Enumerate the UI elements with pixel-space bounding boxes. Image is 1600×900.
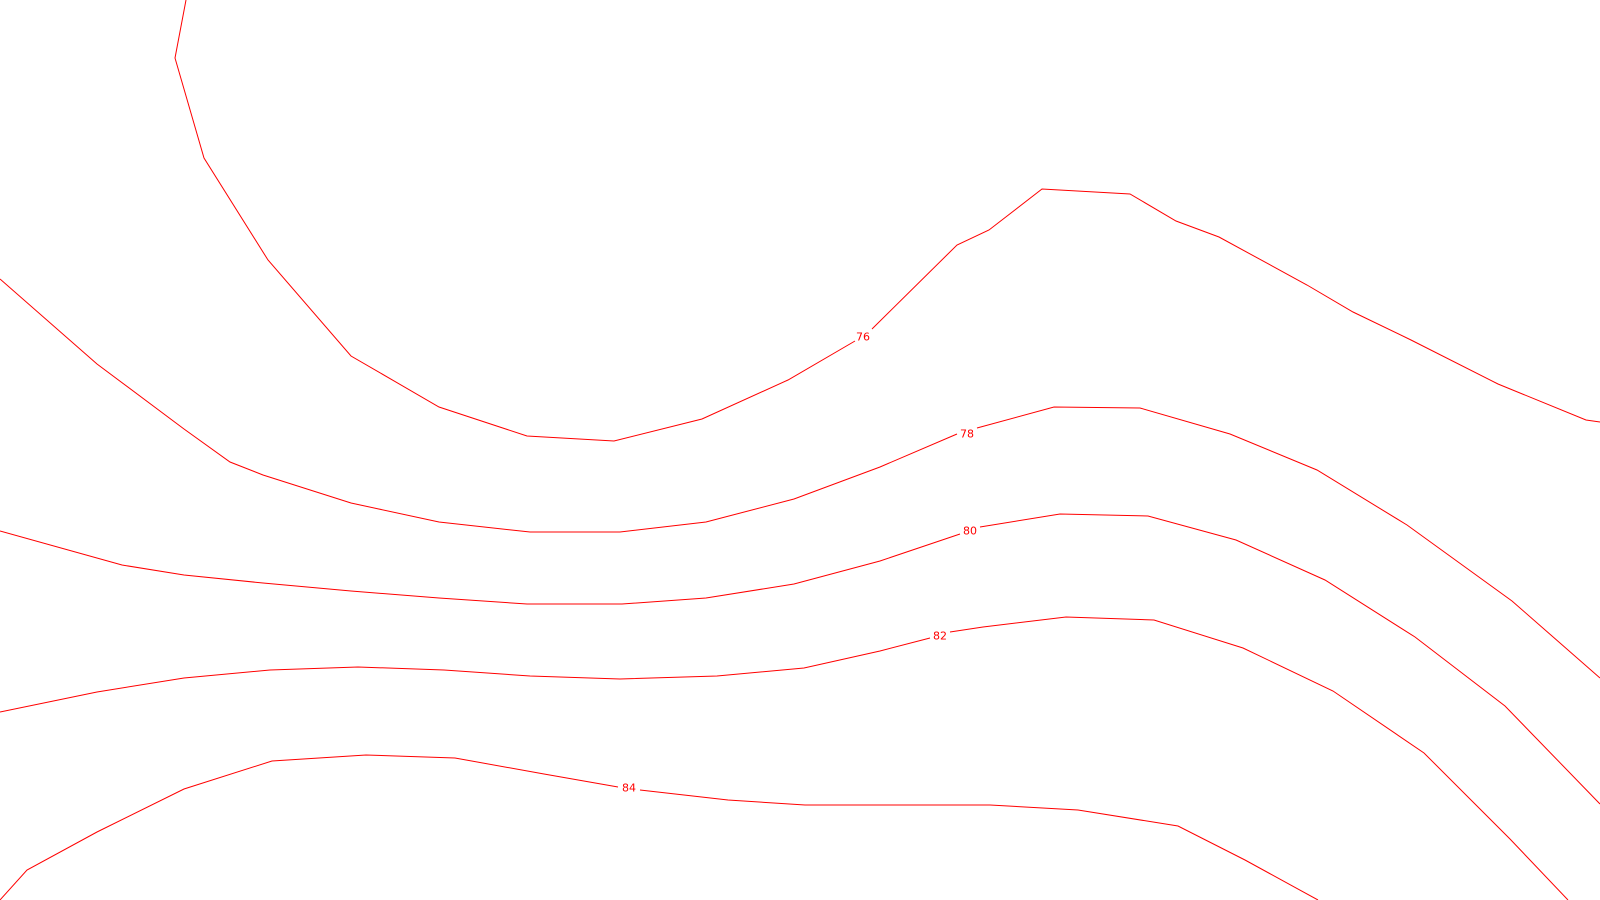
- contour-path-78b: [976, 406, 1600, 679]
- contour-label-84: 84: [622, 782, 636, 795]
- contour-line-80: 80: [0, 513, 1600, 805]
- contour-label-76: 76: [856, 331, 870, 344]
- contour-path-84b: [639, 789, 1319, 900]
- contour-path-84: [0, 754, 619, 900]
- contour-line-82: 82: [0, 616, 1569, 900]
- contour-path-76b: [871, 188, 1600, 423]
- contour-line-78: 78: [0, 278, 1600, 679]
- contour-path-80: [0, 530, 961, 605]
- contour-path-80b: [979, 513, 1600, 805]
- contour-path-76: [174, 0, 856, 442]
- contour-label-78: 78: [960, 428, 974, 441]
- contour-line-76: 76: [174, 0, 1600, 442]
- contour-line-84: 84: [0, 754, 1319, 900]
- contour-path-82b: [949, 616, 1569, 900]
- contour-label-82: 82: [933, 630, 947, 643]
- contour-label-80: 80: [963, 525, 977, 538]
- contour-path-82: [0, 637, 931, 713]
- contour-path-78: [0, 278, 958, 533]
